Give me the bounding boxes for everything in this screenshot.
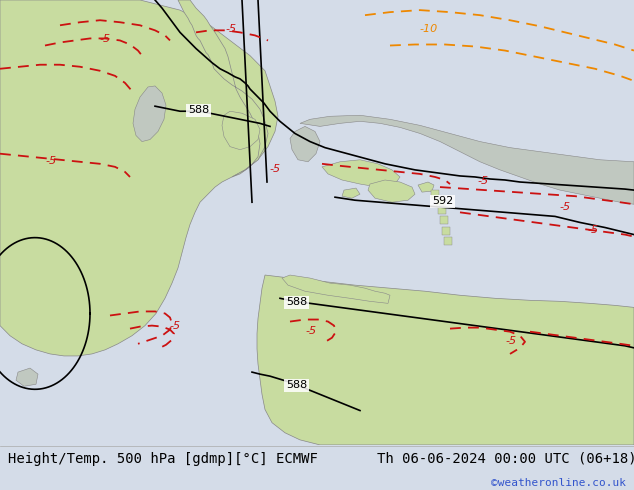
Text: -5: -5 bbox=[225, 24, 236, 34]
Text: -5: -5 bbox=[505, 336, 516, 346]
Polygon shape bbox=[282, 275, 390, 303]
Polygon shape bbox=[16, 368, 38, 386]
Text: 592: 592 bbox=[432, 196, 453, 206]
Text: 588: 588 bbox=[188, 105, 209, 115]
Polygon shape bbox=[300, 115, 634, 204]
Polygon shape bbox=[322, 160, 400, 187]
Polygon shape bbox=[431, 190, 439, 198]
Polygon shape bbox=[368, 180, 415, 202]
Polygon shape bbox=[436, 198, 444, 206]
Text: Th 06-06-2024 00:00 UTC (06+18): Th 06-06-2024 00:00 UTC (06+18) bbox=[377, 452, 634, 466]
Text: -10: -10 bbox=[420, 24, 438, 34]
Polygon shape bbox=[290, 126, 320, 162]
Polygon shape bbox=[178, 0, 268, 177]
Polygon shape bbox=[418, 182, 434, 192]
Text: -5: -5 bbox=[560, 202, 571, 212]
Text: -5: -5 bbox=[478, 176, 489, 186]
Text: -5: -5 bbox=[45, 156, 56, 166]
Polygon shape bbox=[257, 275, 634, 445]
Text: 588: 588 bbox=[286, 297, 307, 307]
Polygon shape bbox=[0, 0, 278, 356]
Text: 588: 588 bbox=[286, 380, 307, 391]
Text: Height/Temp. 500 hPa [gdmp][°C] ECMWF: Height/Temp. 500 hPa [gdmp][°C] ECMWF bbox=[8, 452, 318, 466]
Polygon shape bbox=[442, 226, 450, 235]
Text: -5: -5 bbox=[170, 320, 181, 331]
Polygon shape bbox=[440, 217, 448, 224]
Polygon shape bbox=[133, 86, 166, 142]
Polygon shape bbox=[438, 206, 446, 214]
Text: -5: -5 bbox=[588, 224, 599, 235]
Polygon shape bbox=[444, 237, 452, 245]
Text: -5: -5 bbox=[270, 164, 281, 174]
Polygon shape bbox=[222, 111, 260, 149]
Polygon shape bbox=[342, 188, 360, 198]
Text: -5: -5 bbox=[305, 326, 316, 336]
Text: ©weatheronline.co.uk: ©weatheronline.co.uk bbox=[491, 478, 626, 489]
Text: -5: -5 bbox=[100, 34, 111, 45]
